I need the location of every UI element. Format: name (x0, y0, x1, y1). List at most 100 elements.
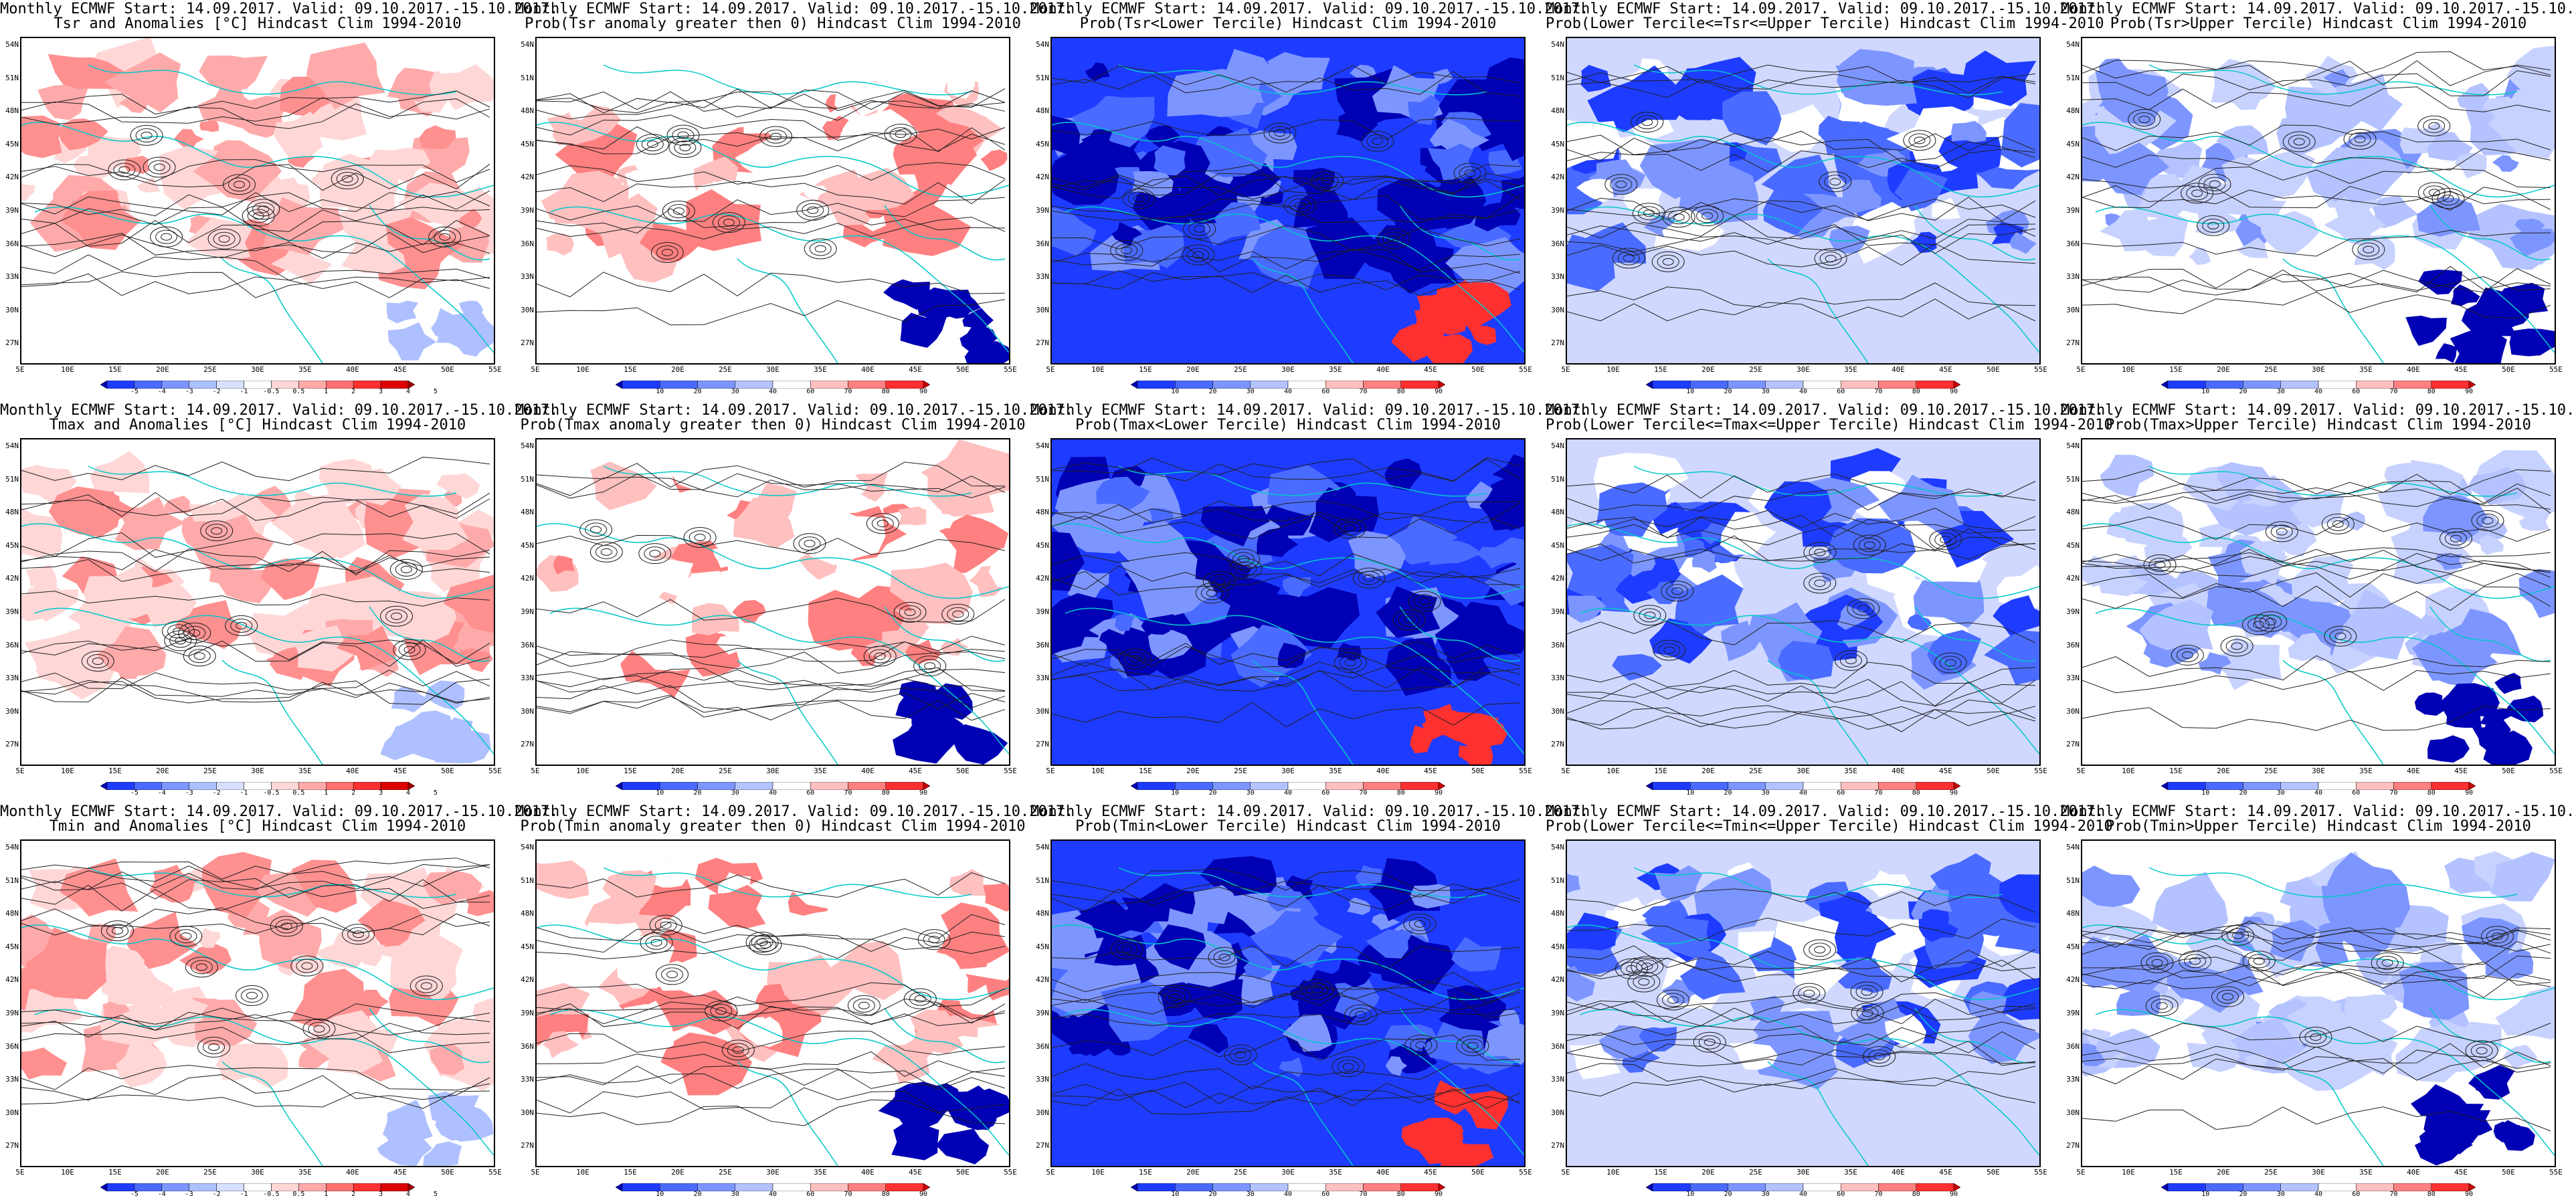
terrain-contour (242, 205, 275, 227)
colorbar-segment (2393, 1183, 2431, 1192)
isotherm-contour (2082, 585, 2551, 611)
terrain-contour (2324, 625, 2357, 647)
latitude-label: 30N (1036, 706, 1049, 716)
terrain-contour (1662, 993, 1685, 1007)
longitude-label: 25E (1234, 767, 1247, 775)
anomaly-patch (1829, 225, 1870, 254)
anomaly-patch (713, 544, 739, 568)
colorbar-segment (735, 1183, 773, 1192)
anomaly-patch (198, 999, 258, 1046)
isotherm-contour (537, 1065, 1006, 1090)
colorbar-tick-label: 30 (1761, 388, 1770, 395)
colorbar-segment (2318, 380, 2357, 389)
colorbar (1130, 780, 1446, 791)
coastline (1252, 258, 1354, 363)
isotherm-contour (1052, 944, 1521, 970)
colorbar-segment (1212, 781, 1251, 791)
anomaly-patch (2286, 1004, 2337, 1033)
colorbar-tick-label: 5 (433, 388, 438, 395)
colorbar-segment (326, 380, 354, 389)
coastline (549, 607, 1009, 755)
anomaly-patch (367, 147, 431, 184)
coastline (1065, 1009, 1524, 1156)
terrain-contour (1637, 206, 1660, 221)
terrain-contour (162, 621, 195, 642)
anomaly-patch (1646, 581, 1684, 605)
map-canvas (537, 38, 1009, 363)
panel-title-line1: Monthly ECMWF Start: 14.09.2017. Valid: … (0, 803, 559, 820)
terrain-contour (590, 526, 602, 534)
longitude-label: 15E (2169, 365, 2183, 374)
isotherm-contour (2082, 185, 2551, 211)
map-panel: Monthly ECMWF Start: 14.09.2017. Valid: … (1030, 803, 1588, 1204)
terrain-contour (439, 233, 451, 241)
colorbar-segment (1250, 380, 1289, 389)
isotherm-contour (1052, 565, 1521, 590)
terrain-contour (247, 199, 280, 220)
map-frame (535, 37, 1010, 365)
terrain-contour (1192, 251, 1204, 259)
latitude-label: 27N (2066, 338, 2080, 348)
terrain-contour (225, 615, 258, 636)
colorbar-segment (1765, 781, 1804, 791)
anomaly-patch (803, 183, 828, 201)
anomaly-patch (116, 1041, 167, 1088)
longitude-label: 40E (346, 365, 359, 374)
terrain-contour (135, 128, 158, 142)
colorbar-tick-label: 70 (1874, 1191, 1883, 1198)
terrain-contour (2254, 611, 2288, 632)
anomaly-patch (346, 468, 401, 506)
anomaly-patch (959, 984, 996, 1015)
isotherm-contour (1052, 880, 1521, 905)
terrain-contour (2352, 239, 2385, 260)
isotherm-contour (1567, 706, 2036, 732)
anomaly-patch (2099, 571, 2148, 597)
terrain-contour (246, 991, 258, 999)
coastline (1118, 466, 1487, 497)
terrain-contour (1825, 255, 1837, 263)
longitude-label: 55E (2549, 767, 2563, 775)
terrain-contour (899, 605, 921, 619)
panel-title-line1: Monthly ECMWF Start: 14.09.2017. Valid: … (0, 1, 559, 17)
anomaly-patch (260, 558, 320, 601)
longitude-label: 5E (1561, 767, 1570, 775)
colorbar-segment (697, 781, 735, 791)
latitude-label: 42N (5, 574, 19, 583)
longitude-label: 40E (1892, 365, 1905, 374)
colorbar-tick-label: 80 (881, 388, 890, 395)
coastline (2429, 1007, 2551, 1064)
terrain-contour (2357, 242, 2380, 257)
colorbar-segment (1137, 781, 1176, 791)
latitude-label: 30N (5, 305, 19, 314)
corner-patch (2418, 270, 2462, 295)
terrain-contour (2371, 952, 2404, 973)
terrain-contour (86, 654, 109, 669)
isotherm-contour (1052, 702, 1521, 728)
colorbar-tick-label: 60 (806, 789, 815, 797)
corner-patch (2468, 1065, 2515, 1100)
latitude-label: 36N (5, 239, 19, 248)
terrain-contour (190, 960, 213, 975)
longitude-label: 10E (1091, 365, 1105, 374)
terrain-contour (600, 548, 612, 556)
isotherm-contour (1052, 569, 1521, 596)
colorbar-tick-label: -0.5 (263, 789, 280, 797)
anomaly-patch (2290, 491, 2344, 528)
anomaly-patch (2231, 76, 2266, 110)
terrain-contour (1850, 981, 1883, 1003)
longitude-label: 10E (2122, 365, 2135, 374)
longitude-label: 10E (1606, 767, 1620, 775)
latitude-label: 27N (1036, 338, 1049, 348)
latitude-label: 42N (1036, 975, 1049, 985)
isotherm-contour (537, 872, 1006, 898)
anomaly-patch (2100, 208, 2165, 252)
terrain-contour (656, 964, 689, 985)
colorbar (1645, 379, 1961, 389)
map-panel: Monthly ECMWF Start: 14.09.2017. Valid: … (1546, 401, 2113, 803)
map-panel: Monthly ECMWF Start: 14.09.2017. Valid: … (515, 803, 1073, 1204)
isotherm-contour (2082, 480, 2551, 504)
isotherm-contour (1052, 972, 1521, 993)
colorbar-segment (735, 781, 773, 791)
longitude-label: 50E (1987, 767, 2000, 775)
anomaly-patch (1257, 527, 1299, 558)
